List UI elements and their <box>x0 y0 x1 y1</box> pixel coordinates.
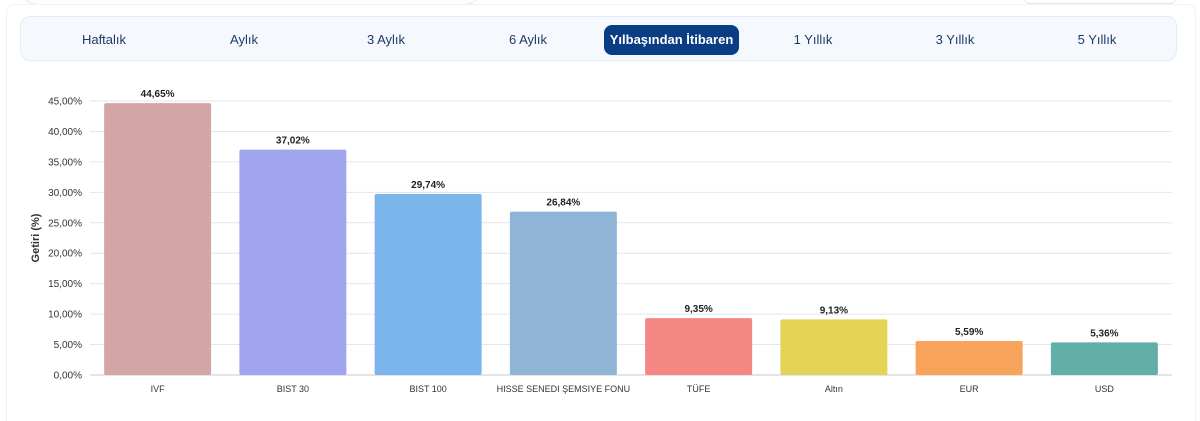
x-tick-label: USD <box>1095 384 1115 394</box>
tab-1-yillik[interactable]: 1 Yıllık <box>793 32 833 47</box>
bar[interactable] <box>239 149 347 375</box>
data-label: 37,02% <box>276 136 310 147</box>
x-tick-label: IVF <box>151 384 166 394</box>
returns-bar-chart: 0,00% 5,00% 10,00% 15,00% 20,00% 25,00% 30,00%… <box>30 89 1172 394</box>
y-tick-label: 30,00% <box>48 188 82 199</box>
x-axis-ticks: IVF BIST 30 BIST 100 HISSE SENEDI ŞEMSIYE F… <box>151 384 1115 394</box>
data-label: 5,36% <box>1090 328 1118 339</box>
y-tick-label: 35,00% <box>48 157 82 168</box>
data-label: 44,65% <box>141 89 175 100</box>
bars <box>104 103 1158 376</box>
y-tick-label: 45,00% <box>48 97 82 108</box>
y-tick-label: 25,00% <box>48 218 82 229</box>
bar[interactable] <box>374 193 482 375</box>
data-label: 9,35% <box>684 304 712 315</box>
x-tick-label: Altın <box>825 384 843 394</box>
data-label: 29,74% <box>411 180 445 191</box>
x-tick-label: EUR <box>960 384 980 394</box>
tab-6-aylik[interactable]: 6 Aylık <box>508 32 548 47</box>
tab-3-aylik[interactable]: 3 Aylık <box>366 32 406 47</box>
y-tick-label: 20,00% <box>48 249 82 260</box>
y-tick-label: 15,00% <box>48 279 82 290</box>
tab-5-yillik[interactable]: 5 Yıllık <box>1077 32 1117 47</box>
tab-3-yillik[interactable]: 3 Yıllık <box>935 32 975 47</box>
y-axis-ticks: 0,00% 5,00% 10,00% 15,00% 20,00% 25,00% 30,00%… <box>48 97 82 382</box>
data-label: 9,13% <box>820 305 848 316</box>
tab-haftalik[interactable]: Haftalık <box>81 32 127 47</box>
tab-aylik[interactable]: Aylık <box>230 32 258 47</box>
x-tick-label: HISSE SENEDI ŞEMSIYE FONU <box>497 384 631 394</box>
y-tick-label: 5,00% <box>54 340 82 351</box>
bar[interactable] <box>104 103 212 376</box>
bar[interactable] <box>509 211 617 375</box>
y-axis-title: Getiri (%) <box>30 213 42 262</box>
data-labels: 44,65% 37,02% 29,74% 26,84% 9,35% 9,13% 5,59% 5… <box>141 89 1119 339</box>
y-tick-label: 0,00% <box>54 371 82 382</box>
bar[interactable] <box>780 319 888 375</box>
y-tick-label: 40,00% <box>48 127 82 138</box>
bar[interactable] <box>645 318 753 375</box>
data-label: 26,84% <box>546 198 580 209</box>
tab-yilbasindan-itibaren[interactable]: Yılbaşından İtibaren <box>604 25 739 55</box>
data-label: 5,59% <box>955 327 983 338</box>
bar[interactable] <box>915 340 1023 375</box>
x-tick-label: BIST 30 <box>277 384 309 394</box>
y-tick-label: 10,00% <box>48 310 82 321</box>
x-tick-label: BIST 100 <box>409 384 446 394</box>
x-tick-label: TÜFE <box>687 384 711 394</box>
period-tabs: Haftalık Aylık 3 Aylık 6 Aylık Yılbaşınd… <box>20 16 1177 61</box>
bar[interactable] <box>1050 342 1158 375</box>
